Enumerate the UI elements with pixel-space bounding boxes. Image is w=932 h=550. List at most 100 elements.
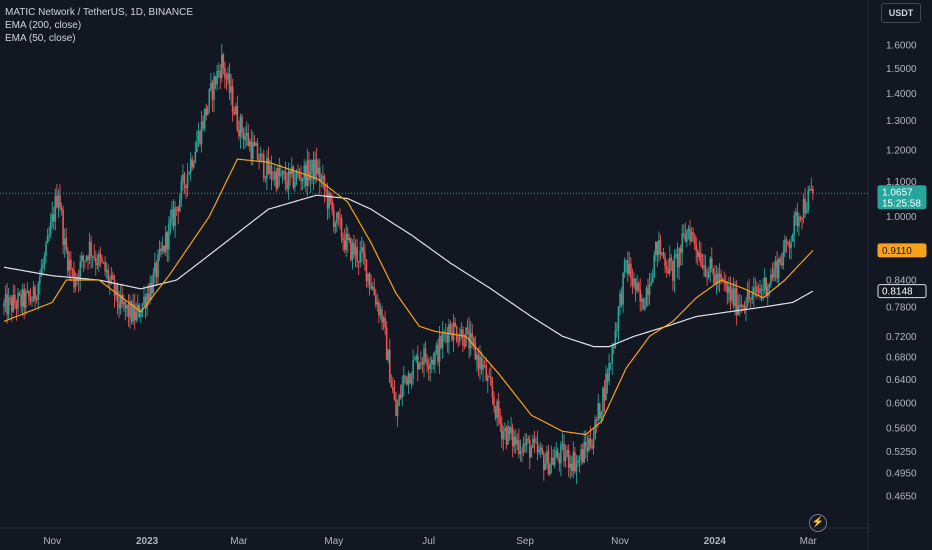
candle-body [105,269,108,272]
candle-body [802,198,805,219]
candle-body [642,298,645,310]
y-tick-label: 0.8400 [886,276,917,287]
candle-body [340,218,343,238]
candle-body [653,255,656,278]
y-tick-label: 0.7800 [886,303,917,314]
candle-body [157,254,159,278]
candle-body [205,108,208,115]
candle-body [4,294,7,304]
candle-body [510,427,512,434]
candle-body [164,232,167,253]
candle-body [259,153,262,162]
candle-body [342,237,344,241]
candle-body [784,239,786,253]
candle-body [385,327,388,360]
candle-body [312,159,315,180]
lightning-icon[interactable]: ⚡ [809,514,827,532]
candle-body [241,116,243,133]
candle-body [654,241,657,256]
candle-body [686,230,688,242]
candle-body [444,332,447,335]
candle-body [560,444,562,464]
candle-body [395,399,397,417]
y-tick-label: 1.4000 [886,89,917,100]
candle-body [793,215,796,235]
legend-ema200[interactable]: EMA (200, close) [5,20,82,31]
candle-body [98,253,100,266]
candle-body [379,309,382,316]
candle-body [693,234,696,245]
currency-button[interactable]: USDT [881,3,921,23]
candle-body [129,301,131,318]
candle-body [687,228,690,231]
candle-body [516,440,519,445]
candle-body [211,82,214,100]
candle-body [672,260,674,281]
candle-body [575,462,578,472]
candle-body [440,335,442,348]
candle-body [135,311,138,321]
candle-body [504,427,506,432]
y-tick-label: 0.6000 [886,398,917,409]
candle-body [715,273,718,284]
candle-body [732,288,735,307]
candle-body [787,242,789,245]
candle-body [87,256,89,260]
candle-body [785,239,788,243]
candle-body [189,159,192,173]
candle-body [682,233,685,235]
candle-body [805,210,808,213]
candle-body [625,260,628,262]
candle-body [597,403,600,421]
candle-body [334,223,337,228]
candle-body [23,289,26,308]
candle-body [169,218,172,224]
candle-body [430,359,433,364]
candle-body [670,257,673,261]
candle-body [354,246,357,256]
candle-body [763,277,766,290]
candle-body [751,294,754,300]
candle-body [485,365,488,381]
candle-body [505,427,508,445]
candle-body [60,207,63,210]
candle-body [91,256,94,258]
legend-symbol[interactable]: MATIC Network / TetherUS, 1D, BINANCE [5,7,194,18]
candle-body [32,286,35,302]
candle-body [370,285,372,289]
candle-body [468,329,470,349]
candle-body [222,54,225,68]
candle-body [202,121,204,129]
candle-body [435,344,438,354]
candle-body [73,269,75,288]
y-tick-label: 1.0000 [886,212,917,223]
candle-body [214,76,217,85]
x-tick-label: Jul [422,536,435,547]
candle-body [592,439,595,449]
candle-body [441,333,444,348]
candle-body [728,286,730,293]
candle-body [326,191,329,209]
candle-body [242,132,245,140]
candle-body [650,282,652,285]
candle-body [200,121,203,145]
candle-body [287,170,290,189]
x-tick-label: Nov [611,536,629,547]
candle-body [37,283,40,300]
candle-body [710,258,713,268]
candle-body [381,309,383,323]
candle-body [508,426,511,434]
candle-body [665,266,668,270]
candle-body [578,459,581,461]
candle-body [626,260,629,274]
candle-body [79,261,82,280]
candle-body [661,252,663,255]
candle-body [387,349,390,360]
candle-body [14,294,16,305]
legend-ema50[interactable]: EMA (50, close) [5,33,76,44]
candle-body [161,245,164,251]
candle-body [636,283,638,291]
candle-body [808,189,811,191]
candle-body [796,212,799,227]
